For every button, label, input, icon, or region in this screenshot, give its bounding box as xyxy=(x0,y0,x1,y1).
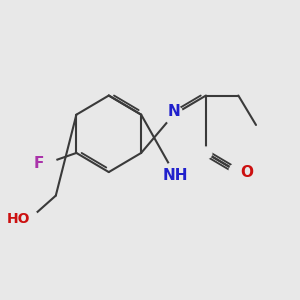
Text: F: F xyxy=(34,156,44,171)
Circle shape xyxy=(164,163,183,182)
Circle shape xyxy=(164,105,183,124)
Text: NH: NH xyxy=(162,168,188,183)
Text: HO: HO xyxy=(6,212,30,226)
Circle shape xyxy=(229,163,248,182)
Circle shape xyxy=(38,154,56,173)
Text: N: N xyxy=(167,104,180,119)
Circle shape xyxy=(20,210,39,229)
Circle shape xyxy=(200,147,212,159)
Text: O: O xyxy=(241,165,254,180)
